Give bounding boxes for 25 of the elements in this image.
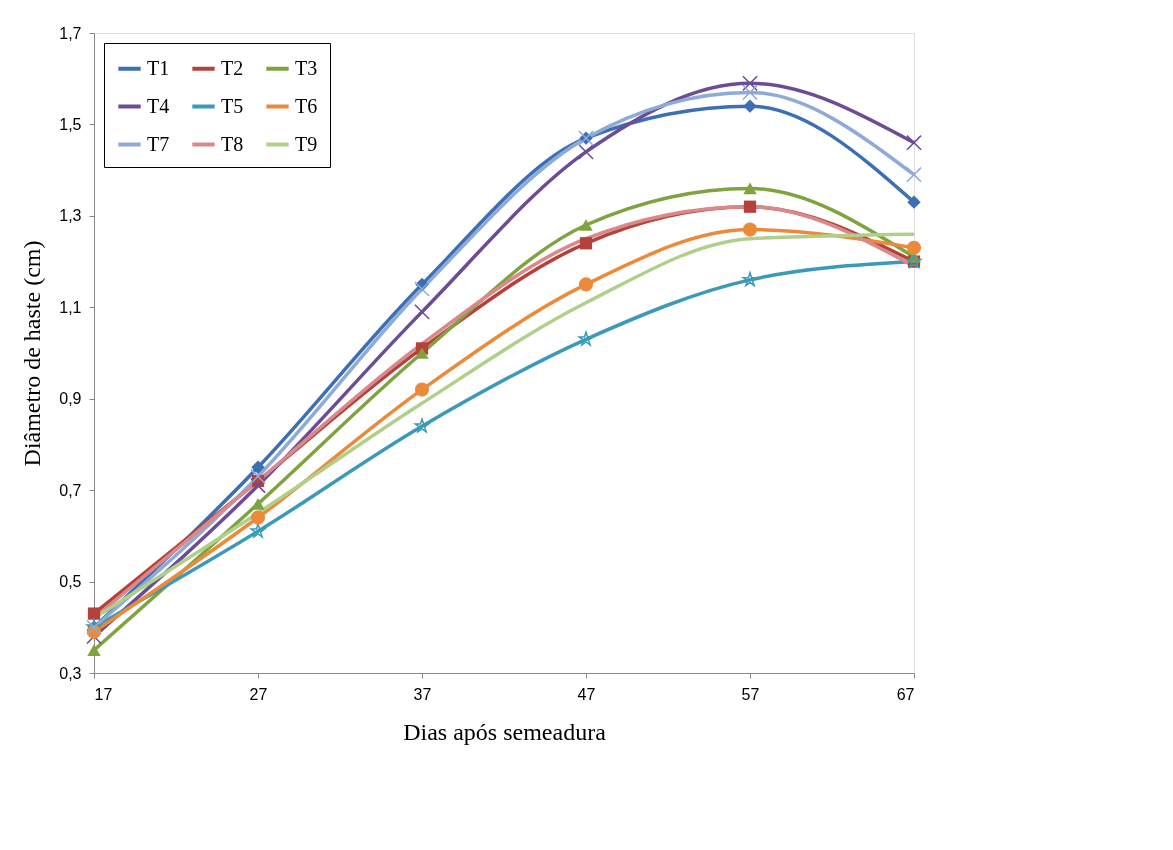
y-tick-label: 0,9 xyxy=(59,390,82,408)
x-tick-label: 37 xyxy=(413,685,432,703)
legend-label: T6 xyxy=(295,94,318,117)
y-tick-label: 0,7 xyxy=(59,481,82,499)
legend-label: T7 xyxy=(147,132,170,155)
y-tick-label: 0,5 xyxy=(59,573,82,591)
x-tick-label: 47 xyxy=(577,685,596,703)
y-tick-label: 1,5 xyxy=(59,115,82,133)
y-tick-label: 1,3 xyxy=(59,207,82,225)
legend-label: T3 xyxy=(295,56,318,79)
y-axis-title: Diâmetro de haste (cm) xyxy=(19,240,46,467)
legend-label: T8 xyxy=(221,132,244,155)
x-axis-title: Dias após semeadura xyxy=(403,718,607,745)
legend-label: T2 xyxy=(221,56,244,79)
legend-label: T9 xyxy=(295,132,318,155)
y-tick-label: 1,7 xyxy=(59,24,82,42)
legend-label: T4 xyxy=(147,94,170,117)
x-tick-label: 57 xyxy=(741,685,760,703)
x-tick-label: 17 xyxy=(94,685,113,703)
y-tick-label: 1,1 xyxy=(59,298,82,316)
x-tick-label: 67 xyxy=(896,685,915,703)
legend-label: T5 xyxy=(221,94,244,117)
x-tick-label: 27 xyxy=(249,685,268,703)
legend-label: T1 xyxy=(147,56,170,79)
y-tick-label: 0,3 xyxy=(59,664,82,682)
